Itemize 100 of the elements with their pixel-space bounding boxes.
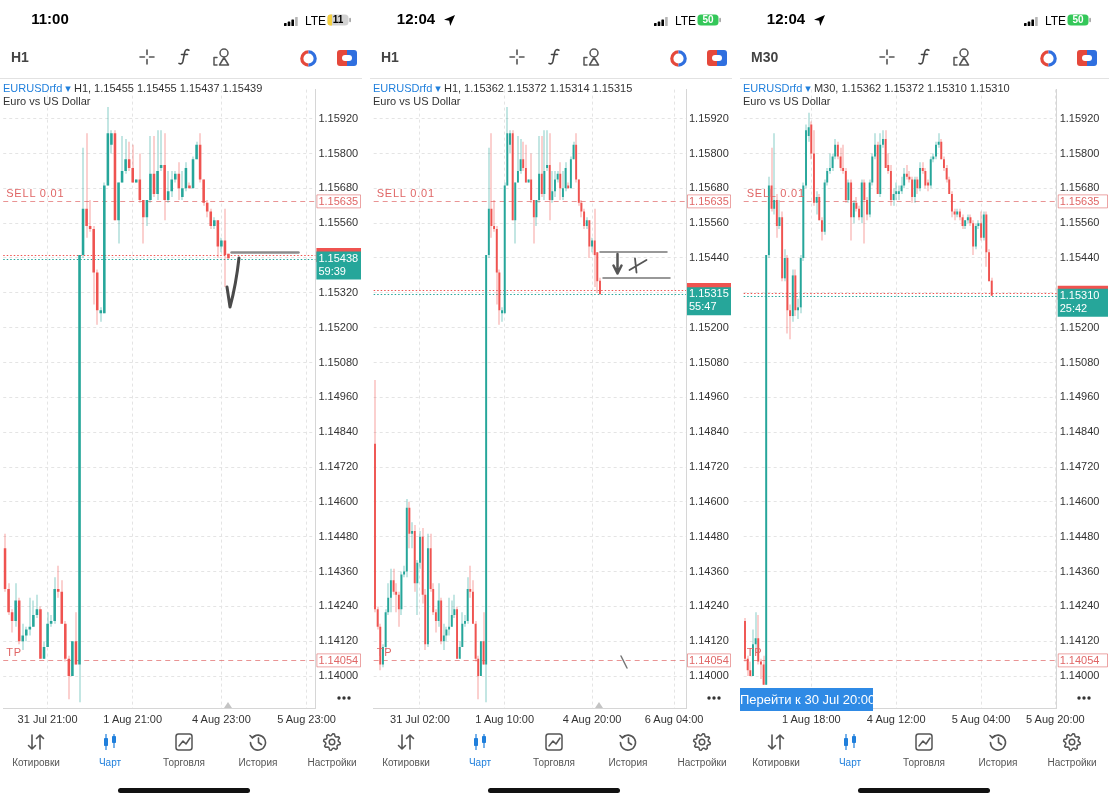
candlestick bbox=[752, 629, 754, 677]
candlestick bbox=[554, 170, 556, 198]
y-tick-label: 1.14360 bbox=[689, 564, 729, 577]
y-tick-label: 1.14840 bbox=[318, 425, 359, 438]
y-tick-label: 1.15200 bbox=[1059, 320, 1100, 333]
text: Euro vs US Dollar bbox=[743, 95, 831, 108]
chart-title: EURUSDrfd ▾ H1, 1.15362 1.15372 1.15314 1.15315 bbox=[373, 82, 633, 95]
y-tick-label: 1.14000 bbox=[1059, 669, 1100, 682]
candlestick bbox=[935, 141, 937, 160]
y-tick-label: 1.15800 bbox=[689, 146, 729, 159]
candlestick bbox=[866, 197, 868, 221]
ref-line-label: SELL 0.01 bbox=[6, 187, 65, 200]
candlestick bbox=[411, 522, 414, 549]
text: Чарт bbox=[467, 757, 493, 768]
text: LTE bbox=[675, 14, 697, 28]
text: Торговля bbox=[162, 757, 206, 768]
y-tick-label: 1.15200 bbox=[318, 320, 359, 333]
ref-line-label: 1.15438 bbox=[318, 251, 359, 264]
y-tick-label: 1.14480 bbox=[1059, 529, 1100, 542]
y-tick-label: 1.14600 bbox=[689, 494, 729, 507]
y-tick-label: 1.15680 bbox=[318, 181, 359, 194]
y-tick-label: 1.15800 bbox=[1059, 146, 1100, 159]
ref-line-label: 1.15315 bbox=[689, 287, 729, 300]
y-tick-label: 1.14720 bbox=[689, 460, 729, 473]
y-tick-label: 1.14960 bbox=[318, 390, 359, 403]
text: Чарт bbox=[97, 757, 123, 768]
y-tick-label: 1.14240 bbox=[318, 599, 359, 612]
candlestick bbox=[591, 237, 593, 253]
x-tick-label: 1 Aug 10:00 bbox=[475, 712, 535, 725]
y-tick-label: 1.15920 bbox=[1059, 111, 1100, 124]
text: История bbox=[977, 757, 1019, 768]
chart-title: EURUSDrfd ▾ H1, 1.15455 1.15455 1.15437 1.15439 bbox=[3, 82, 263, 95]
y-tick-label: 1.14000 bbox=[689, 669, 729, 682]
text: 1.14054 bbox=[689, 653, 729, 666]
text: LTE bbox=[1045, 14, 1067, 28]
y-tick-label: 1.15440 bbox=[1059, 251, 1100, 264]
x-tick-label: 5 Aug 23:00 bbox=[277, 712, 336, 725]
y-tick-label: 1.14120 bbox=[689, 634, 729, 647]
x-tick-label: 6 Aug 04:00 bbox=[644, 712, 704, 725]
y-tick-label: 1.14120 bbox=[1059, 634, 1100, 647]
chart-title: EURUSDrfd ▾ M30, 1.15362 1.15372 1.15310 1.15310 bbox=[743, 82, 1010, 95]
candlestick bbox=[493, 199, 496, 232]
text: 1.14054 bbox=[318, 653, 359, 666]
y-tick-label: 1.14840 bbox=[1059, 425, 1100, 438]
text: Котировки bbox=[381, 757, 431, 768]
ref-line-label: TP bbox=[6, 646, 22, 659]
y-tick-label: 1.14600 bbox=[318, 494, 359, 507]
y-tick-label: 1.15920 bbox=[318, 111, 359, 124]
y-tick-label: 1.15440 bbox=[689, 251, 729, 264]
candlestick bbox=[874, 133, 876, 160]
text: Котировки bbox=[751, 757, 801, 768]
candlestick bbox=[527, 179, 530, 183]
y-tick-label: 1.14120 bbox=[318, 634, 359, 647]
text: 11:00 bbox=[30, 10, 70, 27]
text: Котировки bbox=[11, 757, 61, 768]
text: Торговля bbox=[532, 757, 576, 768]
candlestick bbox=[988, 249, 991, 282]
y-tick-label: 1.14480 bbox=[689, 529, 729, 542]
text: 1.14054 bbox=[1059, 653, 1100, 666]
x-tick-label: 1 Aug 18:00 bbox=[781, 712, 841, 725]
x-tick-label: 5 Aug 04:00 bbox=[951, 712, 1011, 725]
y-tick-label: 1.15080 bbox=[318, 355, 359, 368]
candlestick bbox=[813, 130, 815, 206]
text: LTE bbox=[305, 14, 327, 28]
text: 1.15635 bbox=[689, 194, 729, 207]
y-tick-label: 1.14000 bbox=[318, 669, 359, 682]
y-tick-label: 1.14240 bbox=[1059, 599, 1100, 612]
ref-line-label: 1.15310 bbox=[1059, 288, 1100, 301]
y-tick-label: 1.14840 bbox=[689, 425, 729, 438]
y-tick-label: 1.14240 bbox=[689, 599, 729, 612]
text: 1.15635 bbox=[318, 194, 359, 207]
y-tick-label: 1.15560 bbox=[689, 216, 729, 229]
y-tick-label: 1.14720 bbox=[318, 460, 359, 473]
text: Чарт bbox=[837, 757, 863, 768]
text: Настройки bbox=[1046, 757, 1098, 768]
y-tick-label: 1.15080 bbox=[1059, 355, 1100, 368]
text: 55:47 bbox=[689, 300, 717, 313]
y-tick-label: 1.15080 bbox=[689, 355, 729, 368]
x-tick-label: 5 Aug 20:00 bbox=[1026, 712, 1085, 725]
candlestick bbox=[842, 144, 845, 174]
y-tick-label: 1.14360 bbox=[1059, 564, 1100, 577]
x-tick-label: 31 Jul 21:00 bbox=[17, 712, 78, 725]
text: 1.15635 bbox=[1059, 194, 1100, 207]
candlestick bbox=[464, 615, 466, 627]
candlestick bbox=[797, 298, 800, 319]
y-tick-label: 1.15680 bbox=[689, 181, 729, 194]
candlestick bbox=[374, 379, 376, 613]
y-tick-label: 1.15560 bbox=[1059, 216, 1100, 229]
text: История bbox=[237, 757, 279, 768]
candlestick bbox=[469, 565, 472, 598]
text: H1 bbox=[381, 49, 399, 65]
y-tick-label: 1.14600 bbox=[1059, 494, 1100, 507]
text: История bbox=[607, 757, 649, 768]
y-tick-label: 1.14720 bbox=[1059, 460, 1100, 473]
x-tick-label: 4 Aug 12:00 bbox=[866, 712, 926, 725]
text: Euro vs US Dollar bbox=[3, 95, 91, 108]
y-tick-label: 1.14960 bbox=[689, 390, 729, 403]
ref-line-label: SELL 0.01 bbox=[376, 187, 435, 200]
y-tick-label: 1.15560 bbox=[318, 216, 359, 229]
candlestick bbox=[546, 130, 548, 171]
